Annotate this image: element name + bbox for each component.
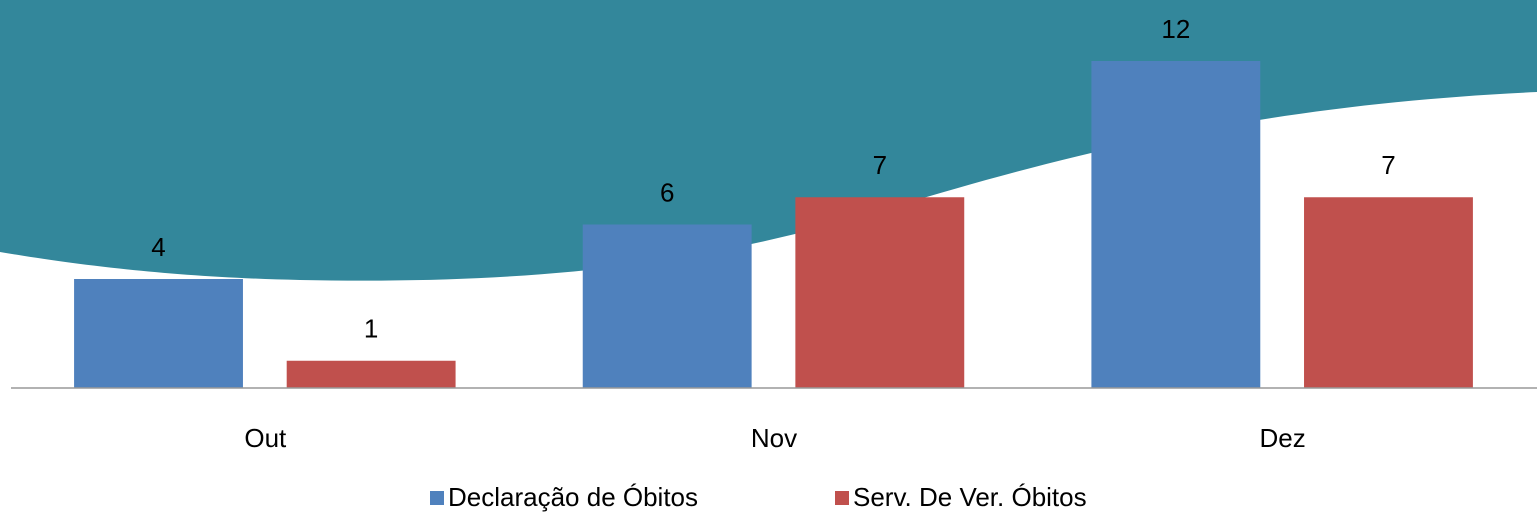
bar <box>74 279 243 388</box>
bar <box>1091 61 1261 388</box>
legend-label: Declaração de Óbitos <box>448 482 698 512</box>
data-label: 7 <box>1381 150 1395 180</box>
legend-label: Serv. De Ver. Óbitos <box>853 482 1087 512</box>
x-tick-label: Out <box>244 423 287 453</box>
legend-swatch <box>835 491 849 505</box>
bar <box>795 197 965 388</box>
data-label: 12 <box>1161 14 1190 44</box>
bar <box>286 360 456 388</box>
x-tick-label: Dez <box>1260 423 1306 453</box>
x-tick-label: Nov <box>751 423 797 453</box>
legend-swatch <box>430 491 444 505</box>
data-label: 1 <box>364 314 378 344</box>
data-label: 6 <box>660 177 674 207</box>
bar <box>1304 197 1473 388</box>
data-label: 7 <box>873 150 887 180</box>
data-label: 4 <box>151 232 165 262</box>
bar <box>582 224 752 388</box>
